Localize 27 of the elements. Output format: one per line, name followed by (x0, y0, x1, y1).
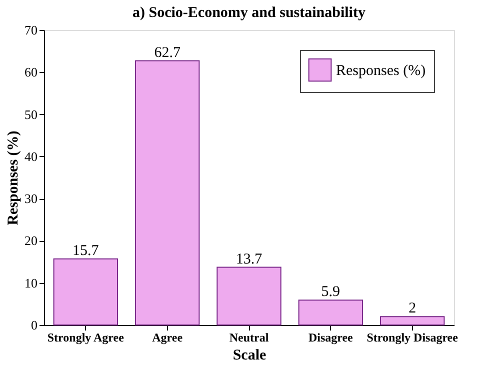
x-axis-title: Scale (232, 348, 267, 364)
chart-title: a) Socio-Economy and sustainability (132, 5, 366, 21)
bar (216, 266, 282, 326)
y-tick-label: 20 (24, 233, 38, 248)
y-tick-label: 0 (31, 318, 38, 332)
bar (53, 258, 118, 326)
y-tick-label: 10 (24, 275, 38, 290)
x-tick-label: Strongly Disagree (366, 330, 459, 344)
y-axis-title: Responses (%) (6, 130, 22, 226)
x-tick-label: Disagree (308, 330, 354, 344)
y-tick-label: 70 (24, 22, 38, 38)
data-label: 15.7 (72, 242, 100, 259)
y-tick-label: 50 (24, 106, 38, 122)
legend-label: Responses (%) (336, 63, 426, 79)
y-tick-label: 30 (24, 191, 38, 206)
data-label: 13.7 (236, 251, 263, 268)
y-tick-label: 40 (24, 148, 38, 164)
bar (380, 316, 445, 326)
x-tick-label: Agree (152, 330, 184, 344)
y-tick-label: 60 (24, 64, 38, 80)
bar (298, 300, 364, 326)
x-tick-label: Neutral (229, 330, 270, 344)
data-label: 2 (408, 300, 416, 317)
data-label: 62.7 (154, 44, 181, 61)
x-tick-label: Strongly Agree (47, 330, 125, 344)
bar (134, 60, 200, 326)
data-label: 5.9 (321, 284, 340, 300)
